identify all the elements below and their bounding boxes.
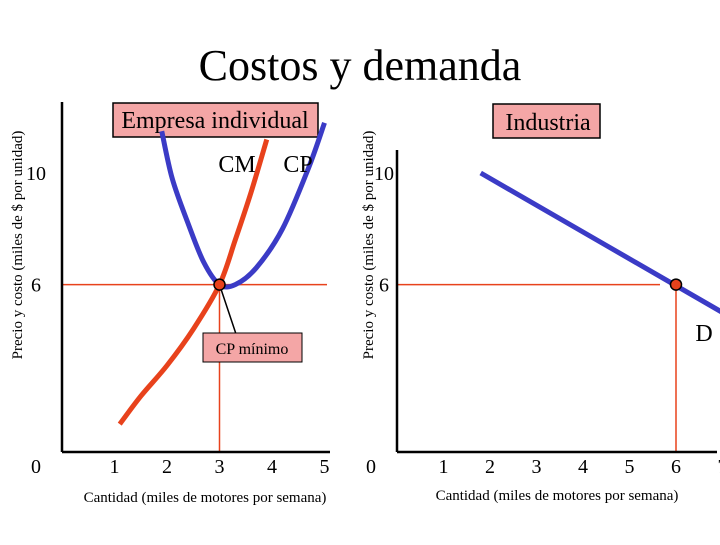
series-label-d: D [695, 321, 712, 347]
annotation-pointer-line [220, 285, 237, 334]
x-tick-label: 0 [31, 456, 41, 478]
series-cp-curve [162, 123, 325, 287]
page-title: Costos y demanda [199, 41, 522, 90]
x-tick-label: 1 [439, 456, 449, 478]
x-tick-label: 3 [215, 456, 225, 478]
x-tick-label: 3 [532, 456, 542, 478]
x-tick-label: 6 [671, 456, 681, 478]
y-axis-label: Precio y costo (miles de $ por unidad) [10, 131, 26, 360]
series-label-cm: CM [218, 152, 255, 178]
panel-label: Industria [505, 110, 591, 136]
x-tick-label: 2 [485, 456, 495, 478]
y-tick-label: 6 [379, 275, 389, 297]
series-label-cp: CP [283, 152, 312, 178]
x-tick-label: 4 [578, 456, 588, 478]
annotation-label: CP mínimo [216, 341, 289, 358]
x-tick-label: 5 [320, 456, 330, 478]
y-tick-label: 10 [26, 163, 46, 185]
x-axis-label: Cantidad (miles de motores por semana) [436, 488, 679, 504]
x-tick-label: 1 [110, 456, 120, 478]
highlight-point [671, 279, 682, 290]
charts-layer: Empresa individual Precio y costo (miles … [10, 102, 720, 506]
x-tick-label: 5 [625, 456, 635, 478]
x-axis-label: Cantidad (miles de motores por semana) [84, 490, 327, 506]
x-tick-label: 4 [267, 456, 277, 478]
series-d-curve [481, 173, 720, 313]
x-tick-label: 2 [162, 456, 172, 478]
y-tick-label: 6 [31, 275, 41, 297]
highlight-point [214, 279, 225, 290]
y-tick-label: 10 [374, 163, 394, 185]
x-tick-label: 0 [366, 456, 376, 478]
panel-label: Empresa individual [121, 108, 309, 134]
